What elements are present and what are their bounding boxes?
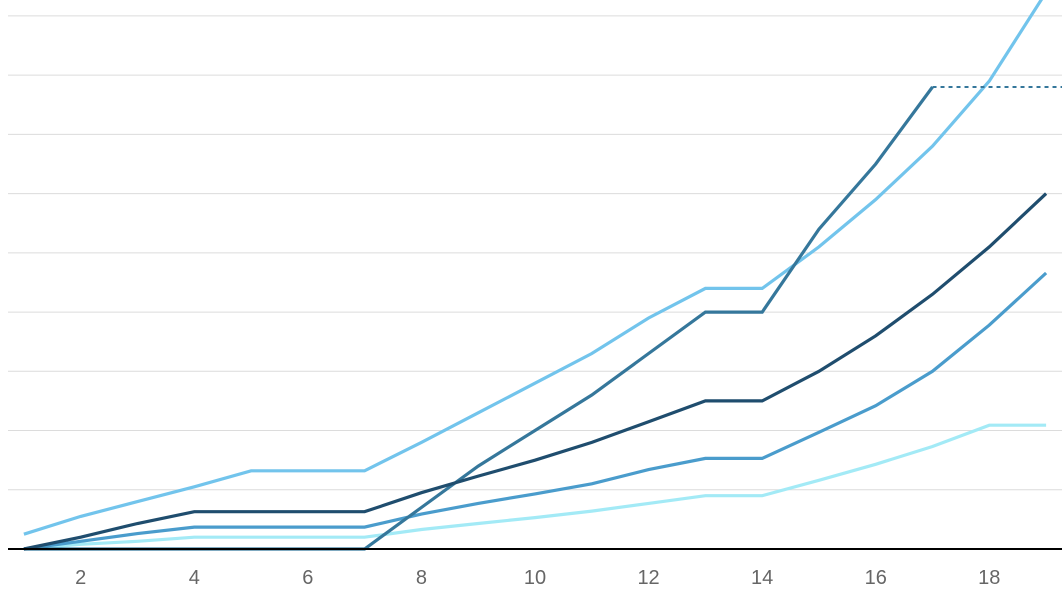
- series-line-3: [23, 192, 1048, 551]
- series-line-4: [23, 271, 1048, 551]
- series-lines: [23, 0, 1062, 551]
- x-axis: 2 4 6 8 10 12 14 16 18: [8, 548, 1062, 589]
- x-tick-label: 14: [751, 567, 773, 589]
- x-tick-label: 6: [302, 567, 313, 589]
- x-tick-label: 4: [189, 567, 200, 589]
- x-tick-label: 8: [416, 567, 427, 589]
- x-tick-label: 2: [75, 567, 86, 589]
- x-tick-label: 16: [865, 567, 887, 589]
- series-line-2: [23, 86, 934, 551]
- x-tick-label: 10: [524, 567, 546, 589]
- x-tick-label: 12: [637, 567, 659, 589]
- series-line-5: [23, 423, 1047, 551]
- x-tick-label: 18: [978, 567, 1000, 589]
- series-line-1: [23, 0, 1044, 536]
- gridlines: [8, 15, 1062, 491]
